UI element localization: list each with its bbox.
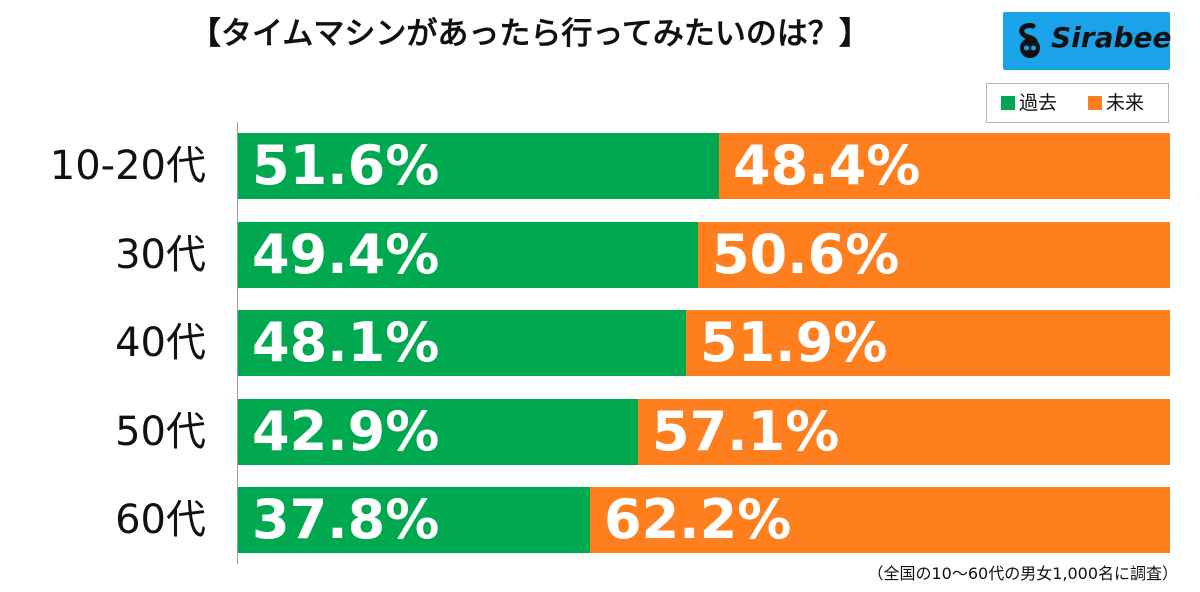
category-label: 40代 bbox=[115, 320, 206, 366]
bar-future: 48.4% bbox=[719, 133, 1170, 199]
category-label: 60代 bbox=[115, 497, 206, 543]
bar-future: 57.1% bbox=[638, 399, 1170, 465]
sirabee-logo: Sirabee bbox=[1003, 12, 1172, 70]
data-label-past: 48.1% bbox=[252, 311, 440, 374]
data-label-future: 62.2% bbox=[604, 488, 792, 551]
logo-text: Sirabee bbox=[1051, 21, 1172, 54]
sirabee-logo-icon bbox=[1019, 23, 1040, 58]
category-label: 50代 bbox=[115, 409, 206, 455]
bar-future: 62.2% bbox=[590, 487, 1170, 553]
bar-past: 37.8% bbox=[238, 487, 590, 553]
data-label-past: 49.4% bbox=[252, 223, 440, 286]
category-label: 10-20代 bbox=[49, 143, 206, 189]
data-label-future: 51.9% bbox=[700, 311, 888, 374]
bar-past: 42.9% bbox=[238, 399, 638, 465]
category-axis-line bbox=[237, 122, 238, 564]
legend-label-future: 未来 bbox=[1106, 92, 1145, 114]
category-label: 30代 bbox=[115, 232, 206, 278]
data-label-past: 51.6% bbox=[252, 134, 440, 197]
bar-past: 49.4% bbox=[238, 222, 698, 288]
bar-future: 50.6% bbox=[698, 222, 1170, 288]
legend-item-future: 未来 bbox=[1088, 84, 1144, 122]
data-label-future: 48.4% bbox=[733, 134, 921, 197]
footnote: （全国の10～60代の男女1,000名に調査） bbox=[867, 564, 1178, 583]
data-label-past: 42.9% bbox=[252, 400, 440, 463]
legend-item-past: 過去 bbox=[1001, 84, 1057, 122]
bar-past: 48.1% bbox=[238, 310, 686, 376]
data-label-future: 57.1% bbox=[652, 400, 840, 463]
legend-label-past: 過去 bbox=[1019, 92, 1058, 114]
legend-swatch-future bbox=[1088, 96, 1102, 110]
bar-future: 51.9% bbox=[686, 310, 1170, 376]
bar-past: 51.6% bbox=[238, 133, 719, 199]
data-label-future: 50.6% bbox=[712, 223, 900, 286]
chart-title: 【タイムマシンがあったら行ってみたいのは？】 bbox=[190, 16, 870, 52]
legend-swatch-past bbox=[1001, 96, 1015, 110]
data-label-past: 37.8% bbox=[252, 488, 440, 551]
legend: 過去 未来 bbox=[986, 83, 1169, 123]
